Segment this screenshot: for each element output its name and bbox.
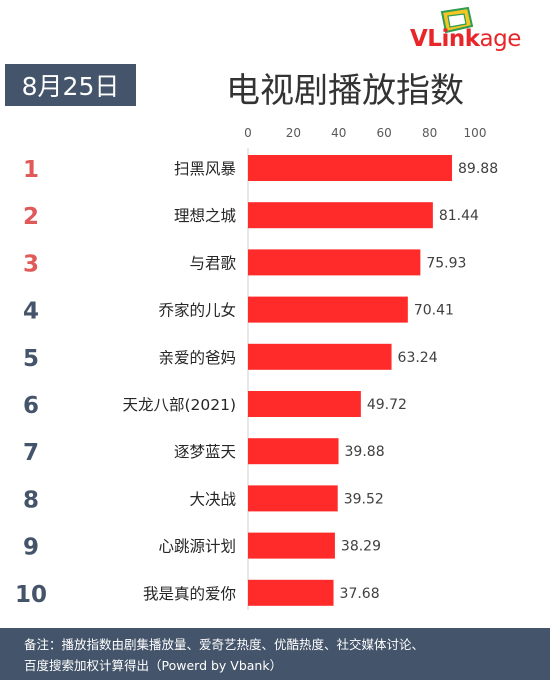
value-label: 38.29: [341, 539, 381, 555]
x-tick-label: 80: [422, 126, 437, 140]
rank-number: 9: [23, 535, 39, 561]
bar: [248, 485, 338, 512]
rank-number: 4: [23, 299, 39, 325]
category-label: 乔家的儿女: [158, 301, 236, 320]
logo-wordmark: VLinkage: [410, 26, 521, 52]
rank-number: 2: [23, 204, 39, 230]
value-label: 81.44: [439, 208, 479, 224]
category-label: 逐梦蓝天: [174, 443, 236, 461]
rank-number: 1: [23, 157, 39, 183]
bar: [248, 343, 392, 370]
value-label: 37.68: [340, 586, 380, 602]
vlinkage-logo: VLinkage: [410, 6, 540, 52]
bar: [248, 202, 433, 229]
bar: [248, 391, 361, 417]
category-label: 扫黑风暴: [174, 160, 236, 178]
category-label: 天龙八部(2021): [122, 396, 236, 414]
value-label: 39.88: [345, 444, 385, 460]
category-label: 理想之城: [174, 207, 237, 225]
bar-chart: 0 20 40 60 80 100 1 扫黑风暴 89.88 2 理想之城 81.44 3 与君歌 75.9…: [15, 126, 498, 610]
bar: [248, 532, 335, 559]
value-label: 89.88: [458, 161, 498, 177]
footer-line-2: 百度搜索加权计算得出（Powerd by Vbank）: [24, 658, 283, 673]
footer-note: 备注：播放指数由剧集播放量、爱奇艺热度、优酷热度、社交媒体讨论、 百度搜索加权计…: [0, 628, 550, 680]
bar: [248, 438, 339, 465]
rank-number: 3: [23, 251, 39, 277]
logo-text-prefix: VLink: [410, 26, 480, 52]
bar: [248, 296, 408, 323]
footer-line-1: 备注：播放指数由剧集播放量、爱奇艺热度、优酷热度、社交媒体讨论、: [24, 637, 425, 652]
category-label: 我是真的爱你: [143, 585, 236, 603]
x-tick-label: 20: [286, 126, 301, 140]
value-label: 49.72: [367, 397, 407, 413]
x-tick-label: 40: [331, 126, 346, 140]
rank-number: 8: [23, 487, 39, 513]
value-label: 63.24: [398, 350, 438, 366]
x-tick-label: 100: [464, 126, 487, 140]
rank-number: 7: [23, 440, 39, 466]
bar: [248, 155, 453, 181]
value-label: 39.52: [344, 491, 384, 507]
rank-number: 6: [23, 393, 39, 419]
category-label: 亲爱的爸妈: [158, 349, 236, 367]
value-label: 75.93: [426, 255, 466, 271]
value-label: 70.41: [414, 303, 454, 319]
rank-number: 5: [23, 346, 39, 372]
page-title: 电视剧播放指数: [226, 70, 464, 111]
logo-text-suffix: age: [479, 26, 522, 52]
bar: [248, 249, 421, 276]
x-tick-label: 0: [244, 126, 252, 140]
category-label: 心跳源计划: [158, 538, 236, 556]
category-label: 大决战: [189, 490, 236, 508]
bar: [248, 579, 334, 606]
x-tick-label: 60: [377, 126, 392, 140]
date-label: 8月25日: [5, 64, 136, 106]
category-label: 与君歌: [189, 254, 236, 272]
logo-emblem-icon: [440, 6, 474, 34]
rank-number: 10: [15, 582, 47, 608]
